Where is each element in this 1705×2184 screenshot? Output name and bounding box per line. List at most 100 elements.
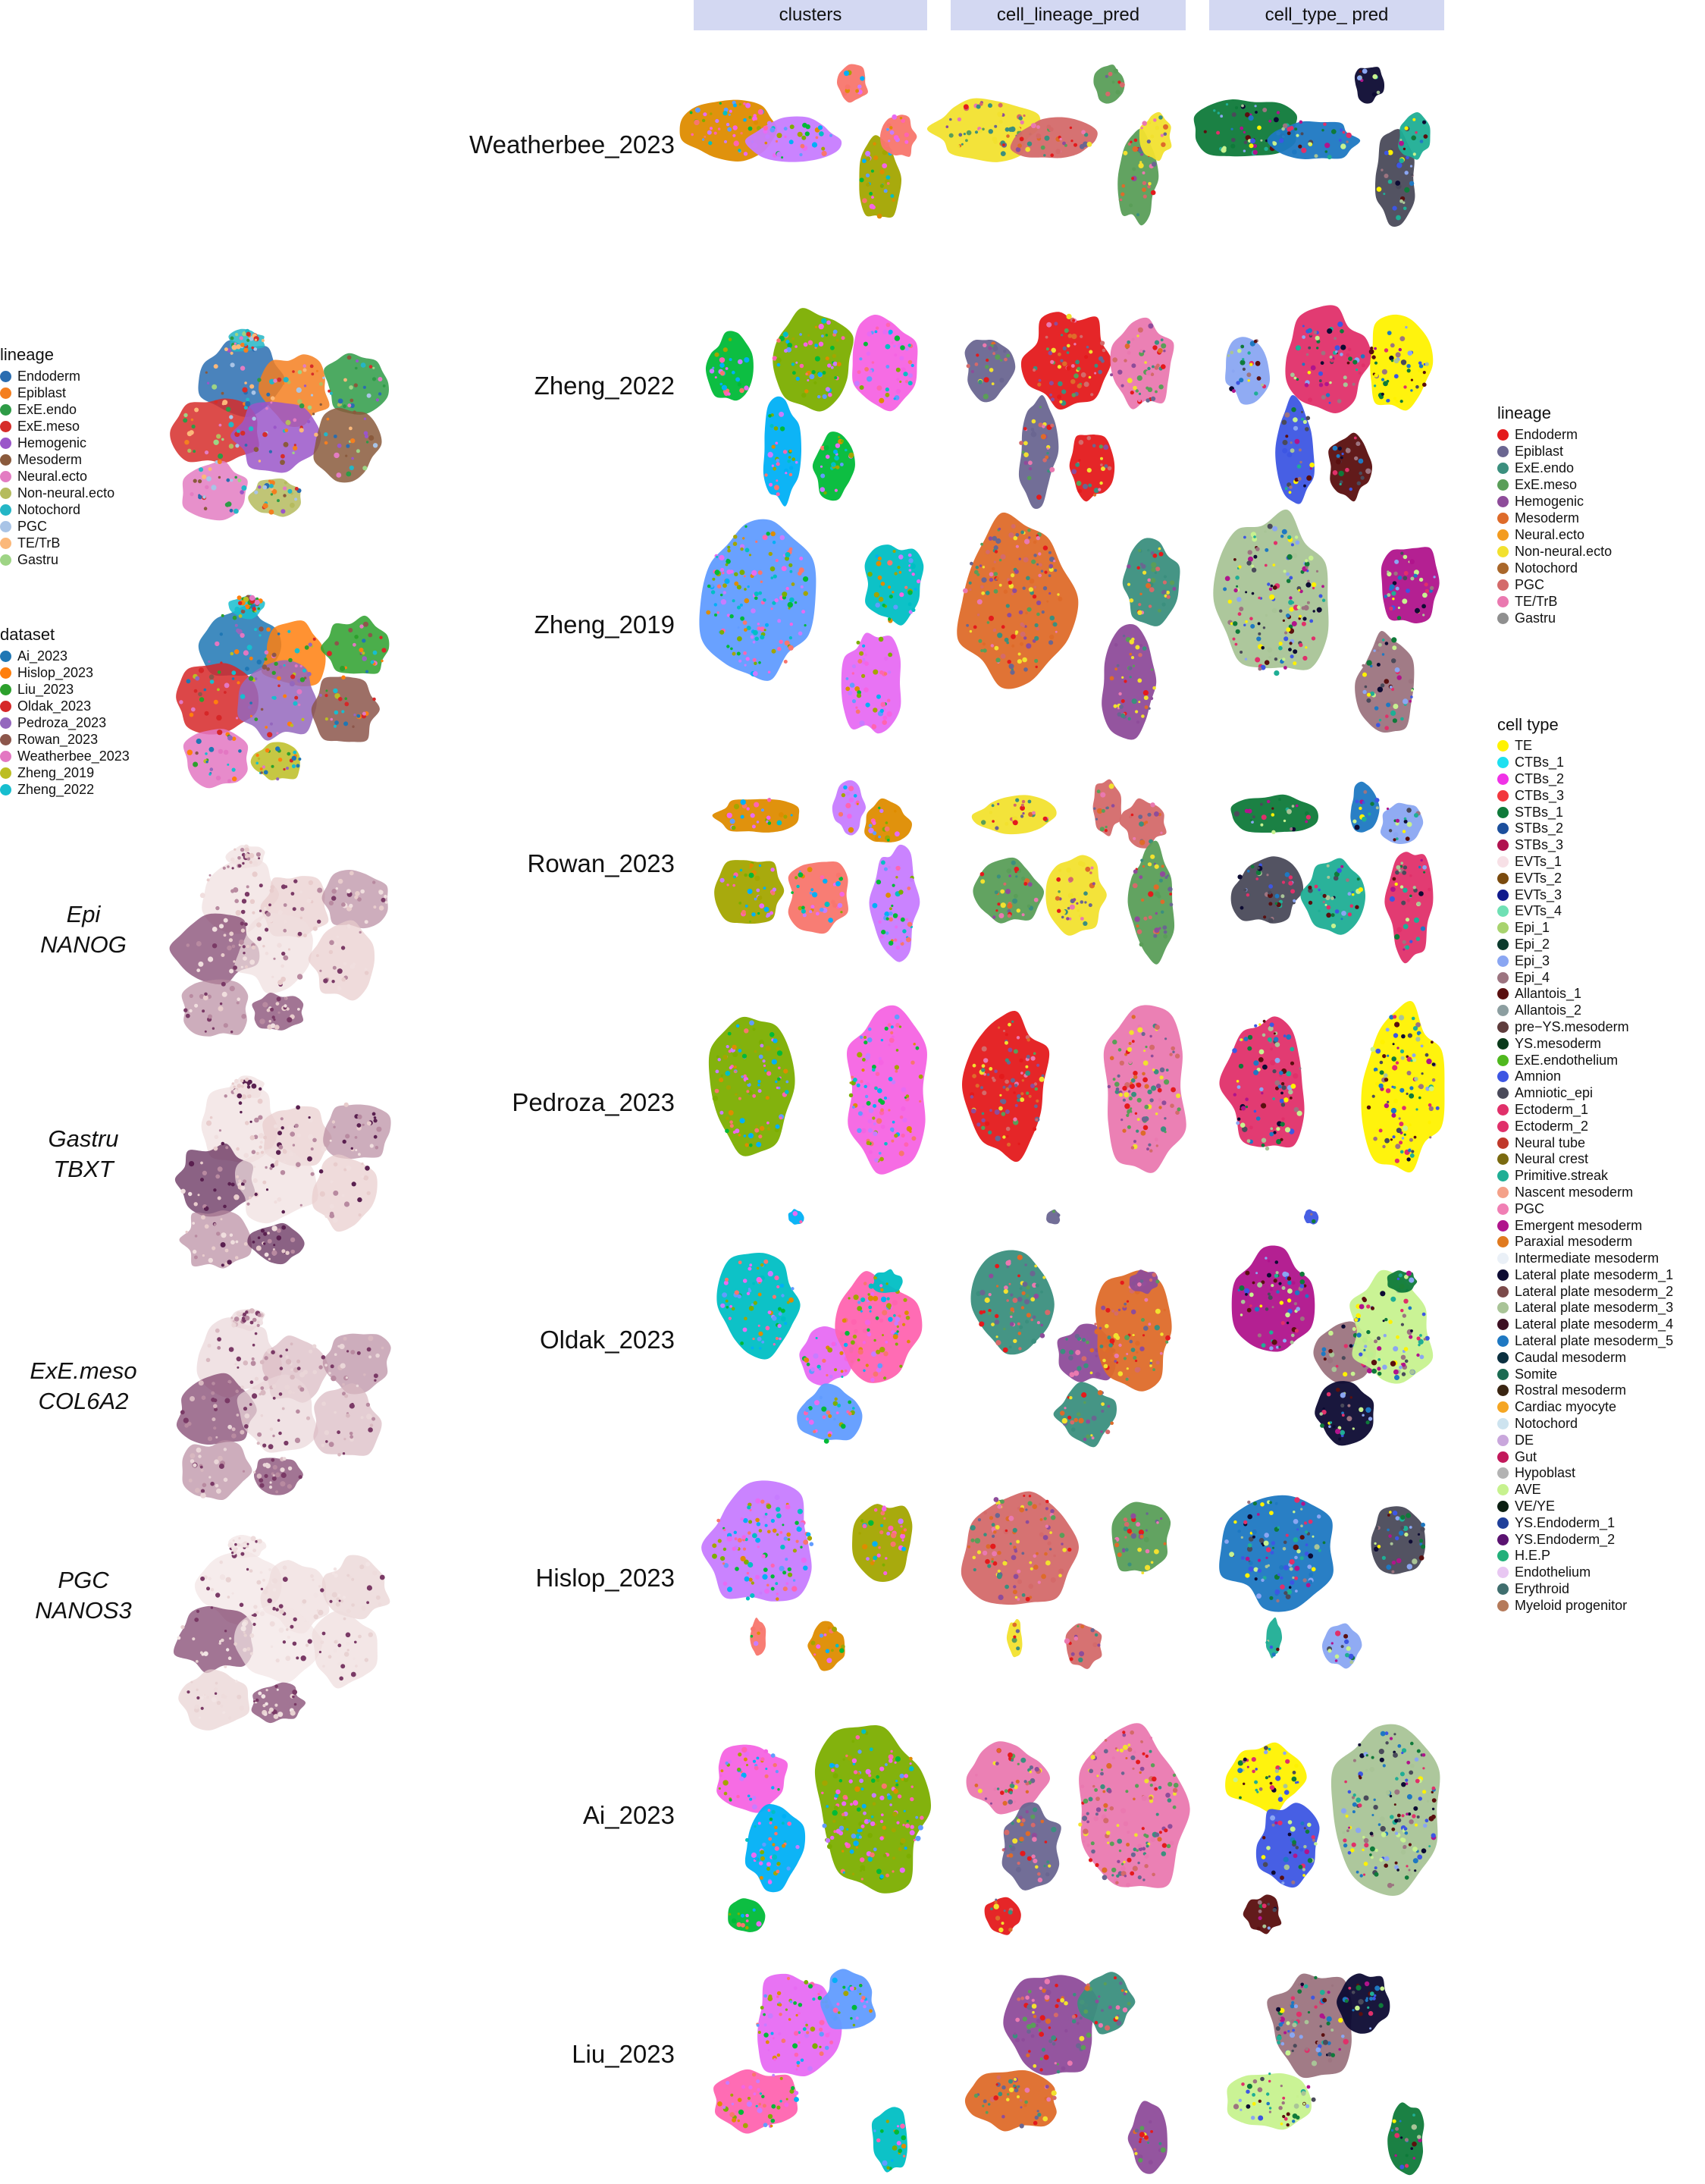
umap-point [1084, 381, 1089, 387]
umap-point [789, 473, 792, 476]
umap-point [713, 1096, 718, 1101]
legend-right-lineage-item: Neural.ecto [1497, 526, 1612, 543]
umap-point [1082, 1338, 1086, 1341]
umap-point [1167, 1844, 1171, 1849]
umap-point [1164, 1117, 1166, 1119]
umap-point [1262, 814, 1267, 820]
umap-point [880, 1511, 885, 1516]
umap-point [878, 557, 882, 560]
umap-point [870, 1747, 873, 1751]
umap-point [857, 1359, 860, 1362]
umap-point [879, 1059, 884, 1065]
umap-point [860, 1036, 863, 1039]
umap-point [719, 630, 724, 635]
legend-right-cell-type-swatch [1497, 1501, 1509, 1512]
umap-point [988, 1312, 992, 1316]
umap-point [789, 466, 793, 469]
umap-point [1017, 1099, 1020, 1103]
umap-point [1117, 80, 1120, 83]
umap-point [867, 572, 872, 576]
umap-point [776, 152, 782, 157]
umap-point [1328, 1349, 1333, 1354]
umap-point [1320, 893, 1323, 896]
legend-right-cell-type-swatch [1497, 740, 1509, 752]
legend-left-lineage-item: Non-neural.ecto [0, 485, 114, 501]
umap-point [1269, 1501, 1272, 1504]
umap-point [1039, 563, 1042, 567]
umap-point [1411, 136, 1416, 141]
umap-point [1026, 1597, 1030, 1602]
umap-point [799, 153, 802, 156]
umap-point [995, 890, 998, 894]
umap-point [1024, 461, 1029, 466]
umap-point [776, 1870, 780, 1874]
umap-point [752, 1796, 756, 1800]
umap-point [1397, 616, 1401, 620]
umap-point [1354, 437, 1357, 440]
umap-point [887, 1795, 892, 1800]
umap-point [1125, 344, 1130, 349]
umap-point [1248, 550, 1252, 554]
umap-point [1047, 447, 1049, 450]
umap-point [1124, 359, 1127, 362]
umap-point [1372, 93, 1377, 97]
umap-point [826, 455, 830, 460]
umap-point [741, 1535, 746, 1539]
umap-point [710, 369, 714, 373]
umap-point [882, 1310, 887, 1315]
umap-point [738, 149, 741, 152]
umap-point [887, 1097, 889, 1100]
umap-point [785, 1505, 791, 1510]
umap-point [1287, 452, 1292, 457]
umap-point [828, 918, 833, 923]
umap-point [795, 601, 797, 604]
umap-point [859, 1088, 861, 1090]
umap-point [1151, 669, 1153, 671]
umap-point [1405, 945, 1409, 949]
umap-point [888, 1526, 893, 1531]
umap-point [1116, 1875, 1119, 1878]
legend-left-dataset-swatch [0, 717, 11, 729]
umap-point [1247, 1766, 1249, 1768]
umap-point [1024, 1263, 1027, 1266]
umap-point [784, 127, 788, 130]
umap-point [1247, 351, 1250, 354]
umap-point [1230, 623, 1233, 626]
umap-point [1059, 400, 1062, 403]
umap-point [1282, 448, 1287, 453]
umap-point [726, 1300, 729, 1303]
umap-point [1255, 361, 1261, 366]
umap-point [1033, 541, 1037, 544]
umap-point [766, 1072, 771, 1076]
umap-point [1015, 799, 1019, 802]
umap-point [886, 918, 889, 921]
umap-point [1422, 383, 1427, 388]
umap-point [1420, 140, 1424, 143]
umap-point [855, 89, 859, 93]
umap-point [799, 333, 802, 336]
umap-point [726, 559, 729, 562]
umap-point [1015, 1104, 1018, 1107]
umap-point [1020, 1092, 1023, 1095]
umap-point [758, 1325, 760, 1327]
umap-point [1421, 1072, 1424, 1075]
umap-point [773, 1295, 776, 1299]
umap-point [1258, 597, 1261, 600]
umap-point [1130, 1756, 1135, 1760]
umap-point [879, 1836, 883, 1840]
umap-point [1255, 1272, 1258, 1274]
umap-point [776, 1770, 779, 1773]
umap-point [742, 537, 744, 539]
umap-point [890, 194, 894, 198]
umap-point [1399, 1366, 1403, 1370]
umap-point [1285, 1127, 1290, 1132]
umap-point [711, 590, 715, 594]
gene-panel-gastru-gene: TBXT [0, 1154, 167, 1185]
umap-point [726, 1085, 731, 1090]
umap-point [744, 385, 748, 390]
umap-point [1401, 1814, 1404, 1817]
umap-point [1132, 338, 1135, 341]
umap-point [1369, 349, 1374, 354]
umap-point [1240, 1285, 1245, 1291]
umap-point [1030, 1084, 1035, 1088]
